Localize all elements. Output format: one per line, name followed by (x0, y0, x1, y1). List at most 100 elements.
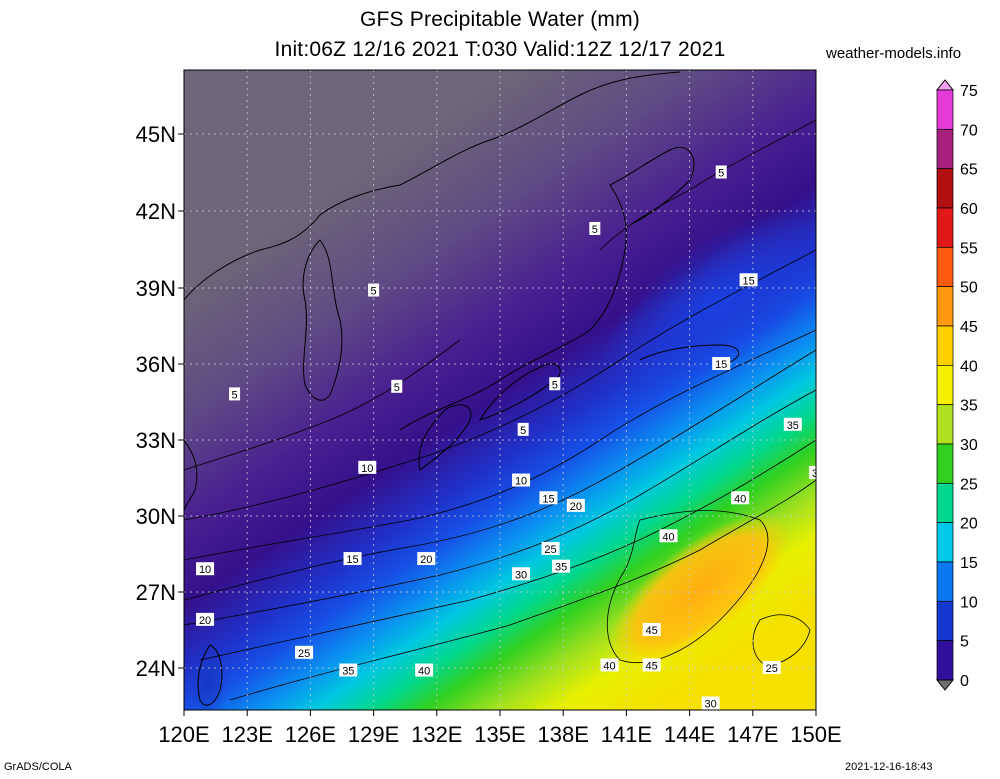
contour-labels: 5 5 5 5 5 5 5 15 15 10 10 15 20 15 20 10 25 30 35 40 40 35 35 2… (196, 165, 824, 710)
colorbar-label: 65 (960, 162, 978, 179)
contour-value-label: 10 (358, 460, 377, 475)
contour-value-label: 35 (339, 663, 358, 678)
svg-text:25: 25 (766, 663, 778, 675)
svg-text:15: 15 (346, 554, 358, 566)
colorbar-segment (936, 522, 954, 563)
contour-value-label: 30 (512, 567, 531, 581)
map-field: 5 5 5 5 5 5 5 15 15 10 10 15 20 15 20 10 25 30 35 40 40 35 35 2… (184, 70, 824, 710)
contour-value-label: 5 (715, 165, 727, 180)
contour-value-label: 5 (368, 283, 380, 298)
coastlines (184, 71, 740, 706)
contour-value-label: 40 (415, 663, 434, 678)
svg-text:30: 30 (515, 569, 527, 581)
colorbar-label: 60 (960, 201, 978, 218)
longitude-labels: 120E 123E 126E 129E 132E 135E 138E 141E 144E 147E… (158, 710, 842, 747)
svg-text:40: 40 (418, 666, 430, 678)
svg-text:15: 15 (742, 275, 754, 287)
colorbar-segment (936, 640, 954, 681)
longitude-label: 120E (158, 722, 209, 747)
contour-value-label: 15 (712, 357, 731, 371)
contour-value-label: 20 (196, 612, 215, 627)
contour-value-label: 40 (731, 491, 750, 505)
colorbar-label: 70 (960, 122, 978, 139)
svg-text:5: 5 (371, 286, 377, 298)
svg-text:5: 5 (718, 168, 724, 180)
latitude-label: 33N (136, 428, 176, 453)
svg-text:30: 30 (705, 698, 717, 710)
colorbar-segment (936, 364, 954, 406)
longitude-label: 126E (285, 722, 336, 747)
contour-value-label: 30 (701, 696, 720, 710)
contour-value-label: 25 (762, 661, 781, 675)
longitude-label: 150E (790, 722, 841, 747)
contour-value-label: 10 (196, 562, 215, 576)
contour-value-label: 20 (566, 498, 585, 513)
colorbar-label: 75 (960, 83, 978, 100)
longitude-label: 132E (411, 722, 462, 747)
contour-value-label: 35 (783, 417, 802, 432)
latitude-labels: 45N 42N 39N 36N 33N 30N 27N 24N (136, 122, 184, 681)
svg-text:20: 20 (570, 501, 582, 513)
colorbar-segment (936, 482, 954, 524)
contour-value-label: 5 (517, 422, 529, 437)
contour-value-label: 35 (552, 559, 571, 574)
contour-value-label: 40 (659, 529, 678, 543)
colorbar-segment (936, 207, 954, 248)
contour-value-label: 15 (539, 491, 558, 505)
longitude-label: 135E (474, 722, 525, 747)
colorbar-label: 50 (960, 280, 978, 297)
colorbar-segment (936, 443, 954, 484)
svg-text:45: 45 (646, 625, 658, 637)
svg-text:10: 10 (199, 564, 211, 576)
site-credit: weather-models.info (826, 45, 962, 62)
colorbar-label: 5 (960, 634, 969, 651)
latitude-label: 36N (136, 352, 176, 377)
contour-value-label: 45 (642, 658, 661, 672)
latitude-label: 27N (136, 580, 176, 605)
svg-text:25: 25 (298, 648, 310, 660)
svg-text:20: 20 (199, 615, 211, 627)
colorbar-label: 30 (960, 437, 978, 454)
longitude-label: 141E (601, 722, 652, 747)
svg-text:5: 5 (231, 389, 237, 401)
colorbar-segment (936, 168, 954, 209)
colorbar-top-arrow (935, 79, 955, 91)
colorbar-segment (936, 286, 954, 327)
colorbar-label: 10 (960, 594, 978, 611)
svg-text:35: 35 (812, 468, 824, 480)
svg-text:25: 25 (544, 544, 556, 556)
contour-value-label: 20 (417, 552, 436, 566)
contour-value-label: 40 (600, 658, 619, 672)
contour-value-label: 35 (809, 465, 824, 480)
latitude-label: 30N (136, 504, 176, 529)
svg-text:5: 5 (552, 379, 558, 391)
footer-software: GrADS/COLA (4, 761, 72, 773)
svg-text:10: 10 (361, 463, 373, 475)
svg-text:10: 10 (515, 476, 527, 488)
contour-value-label: 25 (295, 645, 314, 660)
colorbar-label: 20 (960, 516, 978, 533)
svg-text:45: 45 (646, 660, 658, 672)
longitude-label: 138E (538, 722, 589, 747)
colorbar-label: 25 (960, 476, 978, 493)
colorbar-label: 15 (960, 555, 978, 572)
longitude-label: 147E (727, 722, 778, 747)
colorbar-segment (936, 561, 954, 602)
contour-value-label: 15 (343, 552, 362, 566)
latitude-label: 39N (136, 276, 176, 301)
graticule (184, 70, 816, 710)
contour-value-label: 15 (739, 273, 758, 287)
colorbar-segment (936, 128, 954, 170)
colorbar-label: 45 (960, 319, 978, 336)
longitude-label: 129E (348, 722, 399, 747)
chart-subtitle: Init:06Z 12/16 2021 T:030 Valid:12Z 12/1… (274, 38, 726, 61)
latitude-label: 42N (136, 199, 176, 224)
svg-text:5: 5 (394, 382, 400, 394)
chart-title: GFS Precipitable Water (mm) (360, 8, 640, 31)
svg-text:15: 15 (715, 359, 727, 371)
colorbar-label: 35 (960, 398, 978, 415)
longitude-label: 123E (222, 722, 273, 747)
colorbar-segment (936, 246, 954, 288)
svg-text:35: 35 (555, 562, 567, 574)
